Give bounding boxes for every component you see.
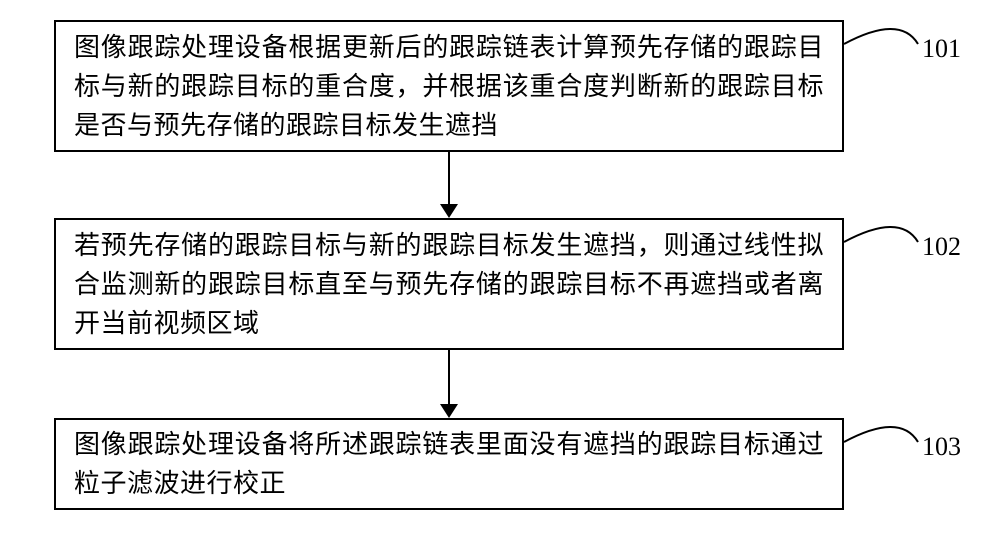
flowchart-canvas: 图像跟踪处理设备根据更新后的跟踪链表计算预先存储的跟踪目标与新的跟踪目标的重合度… — [0, 0, 1000, 554]
flow-step-101-text: 图像跟踪处理设备根据更新后的跟踪链表计算预先存储的跟踪目标与新的跟踪目标的重合度… — [74, 28, 824, 145]
step-label-101: 101 — [922, 34, 961, 64]
flow-step-101: 图像跟踪处理设备根据更新后的跟踪链表计算预先存储的跟踪目标与新的跟踪目标的重合度… — [54, 20, 844, 152]
flow-step-102-text: 若预先存储的跟踪目标与新的跟踪目标发生遮挡，则通过线性拟合监测新的跟踪目标直至与… — [74, 226, 824, 343]
flow-step-103: 图像跟踪处理设备将所述跟踪链表里面没有遮挡的跟踪目标通过粒子滤波进行校正 — [54, 418, 844, 510]
step-label-103: 103 — [922, 432, 961, 462]
step-label-102: 102 — [922, 232, 961, 262]
flow-step-103-text: 图像跟踪处理设备将所述跟踪链表里面没有遮挡的跟踪目标通过粒子滤波进行校正 — [74, 425, 824, 503]
flow-step-102: 若预先存储的跟踪目标与新的跟踪目标发生遮挡，则通过线性拟合监测新的跟踪目标直至与… — [54, 218, 844, 350]
